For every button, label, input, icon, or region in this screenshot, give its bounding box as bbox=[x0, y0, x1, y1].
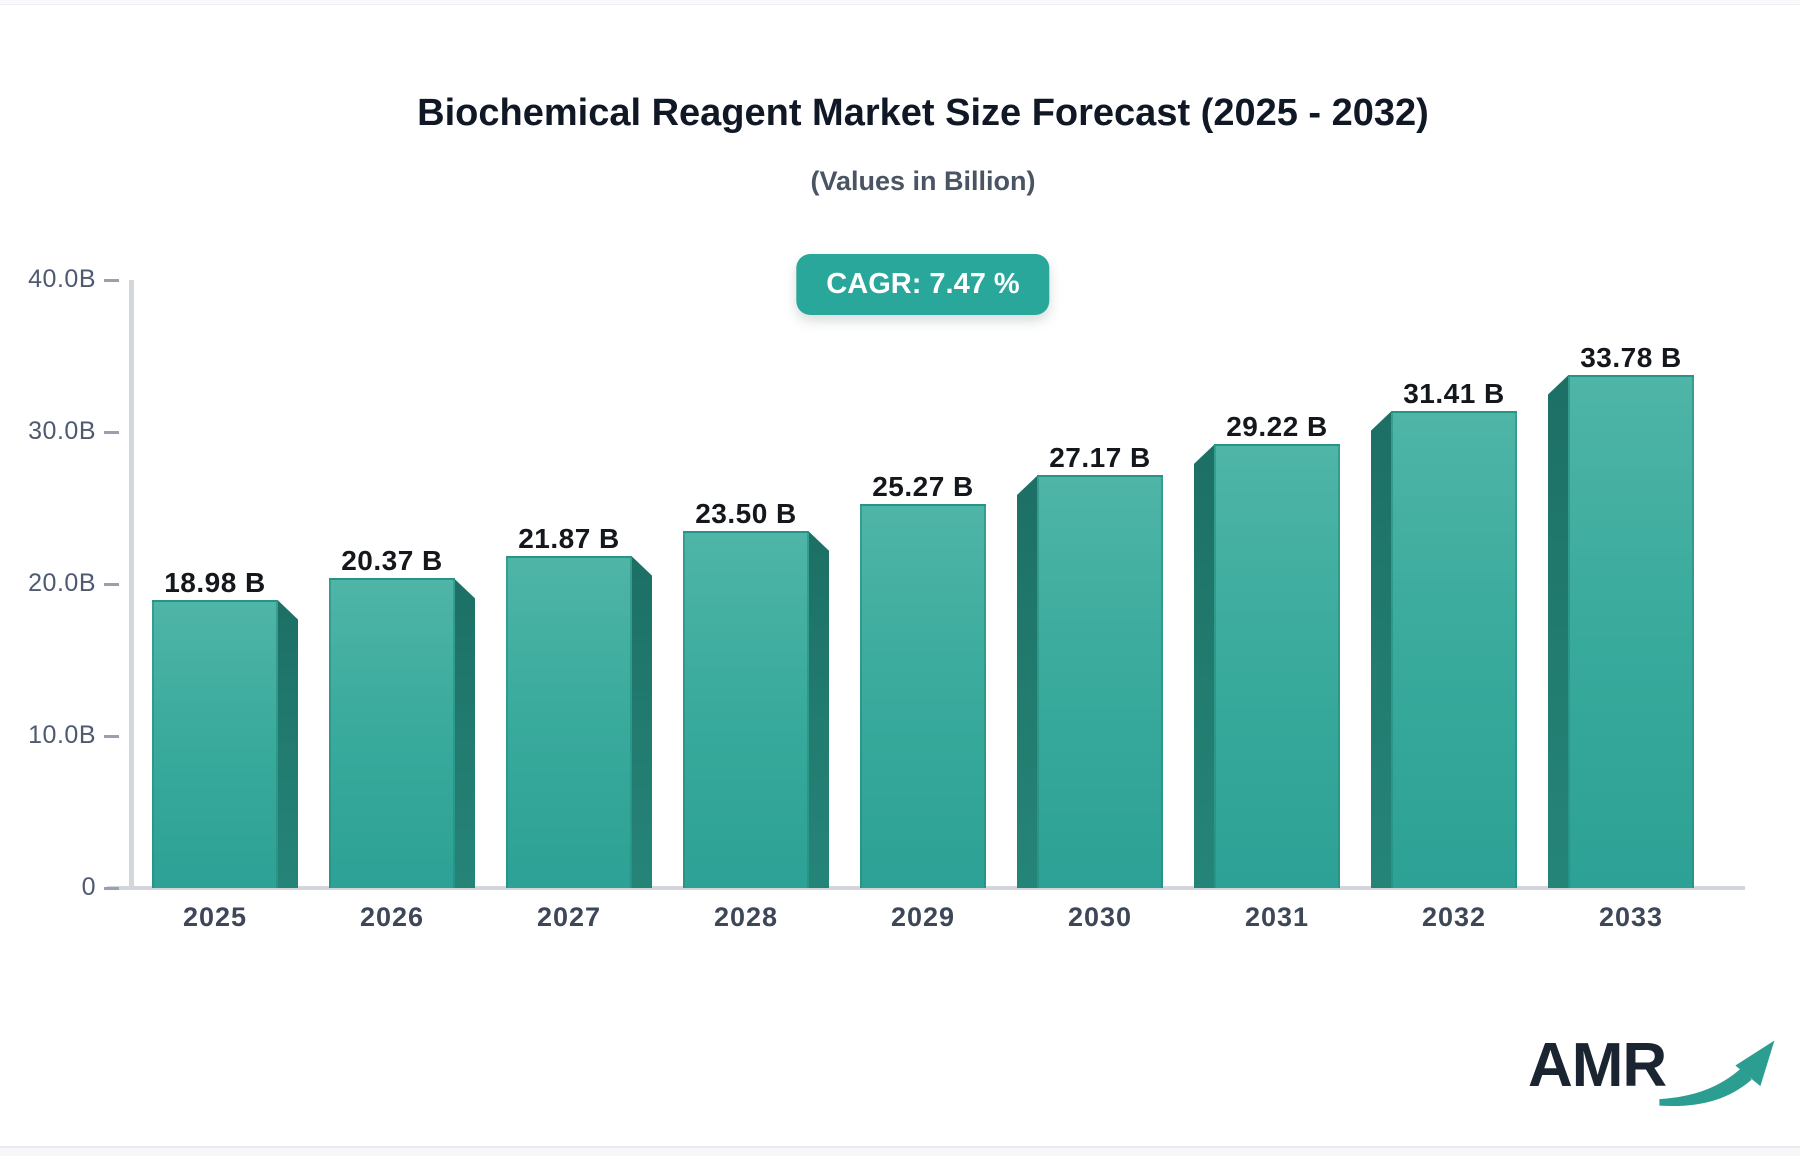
amr-logo: AMR bbox=[1528, 1024, 1778, 1116]
bar-2030 bbox=[1037, 475, 1163, 888]
y-tick-label: 20.0B bbox=[28, 569, 96, 597]
x-tick-label: 2032 bbox=[1421, 902, 1487, 932]
bar-side-face bbox=[1371, 410, 1392, 888]
x-tick-label: 2030 bbox=[1067, 902, 1133, 932]
bar-value-label: 27.17 B bbox=[1049, 442, 1151, 474]
bar-2026 bbox=[329, 578, 455, 888]
y-tick-mark bbox=[104, 886, 119, 890]
y-tick-mark bbox=[104, 430, 119, 434]
bar-side-face bbox=[1194, 443, 1215, 888]
x-tick-label: 2028 bbox=[713, 902, 779, 932]
bottom-edge-line bbox=[0, 1146, 1800, 1148]
bar-2028 bbox=[683, 530, 809, 888]
bar-value-label: 21.87 B bbox=[518, 522, 620, 554]
bar-2031 bbox=[1214, 443, 1340, 888]
bar-value-label: 25.27 B bbox=[872, 470, 974, 502]
x-tick-label: 2033 bbox=[1598, 902, 1664, 932]
bar-2029 bbox=[860, 503, 986, 888]
x-axis-baseline bbox=[107, 886, 1745, 890]
x-tick-label: 2026 bbox=[359, 902, 425, 932]
bar-2027 bbox=[506, 555, 632, 888]
bar-side-face bbox=[631, 555, 652, 888]
y-tick-label: 10.0B bbox=[28, 721, 96, 749]
y-axis-line bbox=[129, 280, 134, 888]
bottom-edge-strip bbox=[0, 1148, 1800, 1156]
amr-logo-text: AMR bbox=[1528, 1031, 1667, 1100]
y-tick-label: 0 bbox=[81, 873, 96, 901]
cagr-badge: CAGR: 7.47 % bbox=[796, 254, 1050, 315]
bar-value-label: 23.50 B bbox=[695, 497, 797, 529]
y-tick-label: 30.0B bbox=[28, 417, 96, 445]
y-tick-mark bbox=[104, 582, 119, 586]
bar-side-face bbox=[808, 530, 829, 888]
bar-value-label: 29.22 B bbox=[1226, 410, 1328, 442]
x-tick-label: 2027 bbox=[536, 902, 602, 932]
top-edge-line bbox=[0, 4, 1800, 5]
y-tick-mark bbox=[104, 278, 119, 282]
bar-value-label: 18.98 B bbox=[164, 566, 266, 598]
trend-up-arrow-icon bbox=[1659, 1040, 1775, 1107]
bar-value-label: 31.41 B bbox=[1403, 377, 1505, 409]
x-tick-label: 2031 bbox=[1244, 902, 1310, 932]
chart-subtitle: (Values in Billion) bbox=[810, 166, 1036, 196]
bar-side-face bbox=[1017, 475, 1038, 888]
top-edge-strip bbox=[0, 0, 1800, 4]
bar-value-label: 33.78 B bbox=[1580, 341, 1682, 373]
x-tick-label: 2025 bbox=[182, 902, 248, 932]
x-tick-label: 2029 bbox=[890, 902, 956, 932]
chart-title: Biochemical Reagent Market Size Forecast… bbox=[417, 92, 1429, 134]
y-tick-label: 40.0B bbox=[28, 265, 96, 293]
bar-2032 bbox=[1391, 410, 1517, 888]
bar-side-face bbox=[1548, 374, 1569, 888]
bar-2025 bbox=[152, 599, 278, 888]
bar-2033 bbox=[1568, 374, 1694, 888]
bar-side-face bbox=[277, 599, 298, 888]
bar-value-label: 20.37 B bbox=[341, 545, 443, 577]
y-tick-mark bbox=[104, 734, 119, 738]
bar-side-face bbox=[454, 578, 475, 888]
